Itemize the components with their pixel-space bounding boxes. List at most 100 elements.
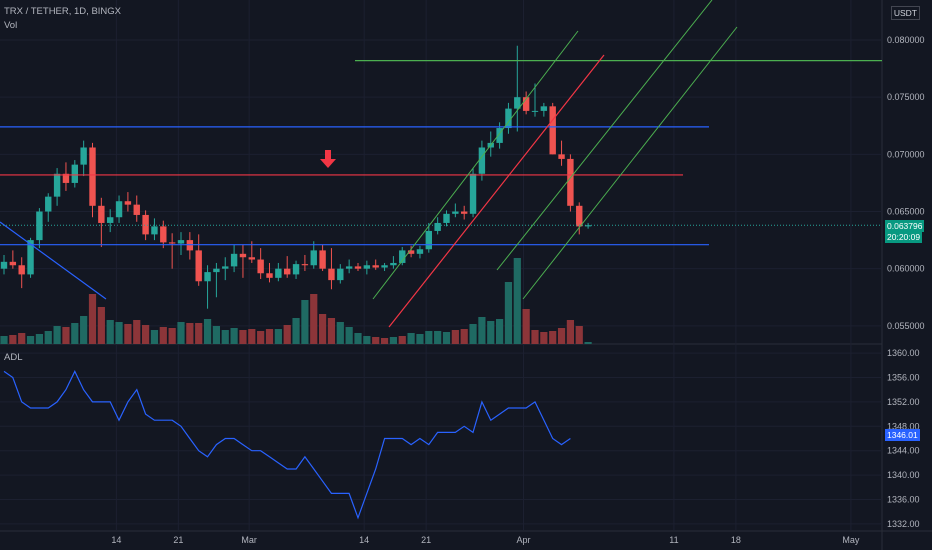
volume-bar (584, 342, 592, 344)
candle-body (425, 230, 432, 250)
volume-bar (310, 294, 318, 344)
adl-tick-label: 1356.00 (887, 373, 920, 383)
volume-bar (274, 329, 282, 344)
candle-body (292, 264, 300, 275)
volume-bar (504, 282, 513, 344)
adl-label: ADL (4, 352, 23, 363)
volume-bar (80, 316, 88, 344)
volume-bar (478, 317, 486, 344)
candle-body (115, 201, 123, 218)
candle-body (142, 214, 149, 235)
volume-bar (44, 331, 52, 344)
volume-bar (221, 330, 229, 344)
volume-bar (230, 328, 238, 344)
adl-tick-label: 1352.00 (887, 397, 920, 407)
candle-body (195, 250, 202, 282)
volume-bar (380, 338, 389, 344)
price-tick-label: 0.070000 (887, 149, 925, 159)
volume-bar (575, 326, 583, 344)
currency-badge[interactable]: USDT (890, 6, 920, 20)
volume-bar (9, 335, 17, 344)
candle-body (27, 240, 34, 275)
volume-bar (327, 318, 336, 344)
candle-body (372, 265, 379, 268)
volume-bar (265, 329, 274, 344)
down-arrow-icon (320, 150, 336, 168)
volume-bar (35, 334, 43, 344)
candle-body (363, 265, 371, 269)
candle-body (505, 108, 512, 129)
time-tick-label: Apr (516, 535, 530, 545)
time-tick-label: 21 (421, 535, 431, 545)
volume-bar (398, 336, 406, 344)
candle-body (381, 265, 388, 268)
volume-bar (319, 314, 327, 344)
price-tick-label: 0.055000 (887, 321, 925, 331)
candle-body (45, 196, 52, 212)
volume-bar (407, 333, 415, 344)
candle-body (53, 173, 61, 197)
candle-body (399, 250, 406, 263)
candle-body (514, 97, 521, 109)
volume-bar (106, 320, 114, 344)
volume-bar (88, 294, 97, 344)
candle-body (239, 253, 247, 258)
symbol-title: TRX / TETHER, 1D, BINGX (4, 6, 122, 17)
candle-body (310, 250, 317, 266)
candle-body (222, 266, 229, 269)
volume-bar (159, 327, 167, 344)
candle-body (204, 272, 211, 282)
candle-body (345, 266, 353, 269)
volume-bar (26, 336, 35, 344)
candle-body (71, 164, 78, 183)
volume-bar (283, 325, 291, 344)
volume-bar (212, 326, 220, 344)
candle-body (98, 205, 105, 223)
volume-bar (239, 330, 247, 344)
volume-bar (53, 326, 61, 344)
candle-body (0, 261, 8, 269)
time-tick-label: 14 (111, 535, 121, 545)
adl-panel (3, 370, 571, 520)
volume-bar (354, 333, 362, 344)
candle-body (478, 147, 486, 174)
volume-bar (451, 330, 459, 344)
green-channel-line (372, 30, 579, 300)
candle-body (567, 158, 574, 206)
time-tick-label: 14 (359, 535, 369, 545)
volume-bar (513, 258, 521, 344)
candle-body (584, 225, 592, 227)
candle-body (213, 268, 220, 273)
volume-bar (363, 336, 371, 344)
volume-bar (345, 327, 353, 344)
candle-body (62, 173, 70, 183)
volume-bar (372, 337, 380, 344)
volume-bar (460, 329, 468, 344)
candlesticks (0, 45, 592, 309)
candle-body (151, 226, 158, 235)
candle-body (248, 257, 255, 260)
volume-bar (150, 330, 159, 344)
candle-body (266, 273, 273, 278)
volume-bar (496, 319, 504, 344)
blue-trendline (0, 221, 107, 300)
volume-bar (425, 331, 433, 344)
adl-tick-label: 1348.00 (887, 421, 920, 431)
candle-body (452, 211, 459, 214)
volume-bar (0, 336, 8, 344)
candle-body (328, 268, 335, 281)
candle-body (18, 265, 25, 275)
volume-bar (566, 320, 574, 344)
candle-body (531, 110, 539, 112)
countdown-tag: 20:20:09 (885, 231, 923, 243)
candle-body (284, 268, 291, 275)
candle-body (416, 249, 424, 254)
drawn-lines (0, 0, 882, 328)
candle-body (177, 240, 185, 244)
candle-body (461, 211, 468, 214)
adl-tick-label: 1332.00 (887, 519, 920, 529)
volume-bar (124, 324, 132, 344)
volume-bar (168, 328, 176, 344)
adl-value-tag: 1346.01 (885, 429, 920, 441)
